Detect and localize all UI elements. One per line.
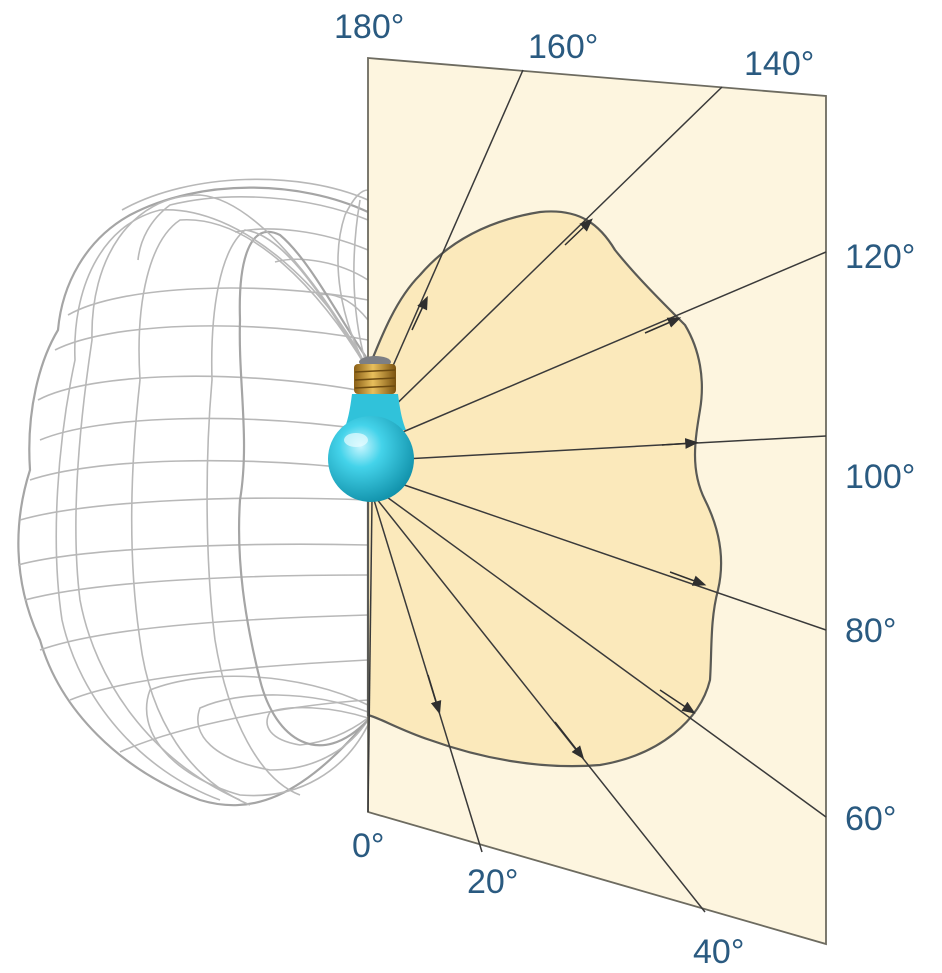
angle-label-140: 140°	[744, 45, 814, 83]
wire-band	[137, 196, 369, 261]
angle-label-160: 160°	[528, 28, 598, 66]
ray-arrow-20	[427, 674, 442, 715]
torus-outer-outline	[17, 186, 369, 807]
ray-arrow-160	[411, 295, 428, 331]
ray-40	[375, 497, 706, 913]
ray-arrow-60	[659, 689, 696, 714]
wire-latitude	[24, 574, 369, 601]
ray-100	[385, 435, 827, 461]
wire-meridian	[353, 199, 369, 371]
wire-latitude	[39, 417, 369, 441]
wire-latitude	[29, 459, 369, 481]
wire-meridian	[130, 219, 369, 806]
wire-latitude	[39, 614, 369, 651]
angle-label-20: 20°	[467, 863, 518, 901]
wire-meridian	[337, 189, 369, 371]
wire-latitude	[69, 659, 369, 701]
wire-latitude	[54, 325, 369, 351]
wire-inner-bowl	[145, 675, 369, 797]
light-bulb-icon	[328, 356, 414, 502]
ray-arrow-140	[564, 218, 593, 246]
wire-meridian	[75, 194, 369, 801]
intensity-distribution-curve	[366, 210, 723, 768]
wire-latitude	[19, 497, 369, 521]
torus-inner-outline	[237, 230, 369, 747]
angle-label-0: 0°	[352, 827, 385, 865]
ray-arrow-80	[669, 571, 707, 586]
angle-label-120: 120°	[845, 238, 915, 276]
wire-latitude	[17, 543, 369, 566]
angle-label-180: 180°	[334, 8, 404, 46]
ray-120	[383, 251, 827, 441]
wire-latitude	[37, 375, 369, 401]
wire-band	[317, 293, 369, 321]
ray-140	[379, 86, 723, 421]
wire-meridian	[55, 209, 369, 801]
ray-160	[377, 69, 524, 401]
rays	[367, 69, 827, 913]
ray-arrow-120	[644, 317, 682, 334]
ray-arrow-100	[661, 438, 699, 449]
wire-meridian	[206, 229, 369, 796]
angle-label-60: 60°	[845, 800, 896, 838]
angle-label-40: 40°	[693, 933, 744, 971]
angle-label-100: 100°	[845, 458, 915, 496]
wire-inner-bowl	[266, 706, 369, 746]
ray-80	[383, 477, 827, 631]
wire-band	[121, 178, 369, 211]
wire-inner-bowl	[197, 694, 369, 771]
ray-arrow-40	[554, 721, 585, 760]
angle-label-80: 80°	[845, 612, 896, 650]
bulb-globe	[328, 416, 414, 502]
ray-60	[379, 491, 827, 818]
angle-labels: 180° 160° 140° 120° 100° 80° 60° 40° 20°…	[334, 8, 915, 971]
ray-0	[367, 499, 373, 813]
